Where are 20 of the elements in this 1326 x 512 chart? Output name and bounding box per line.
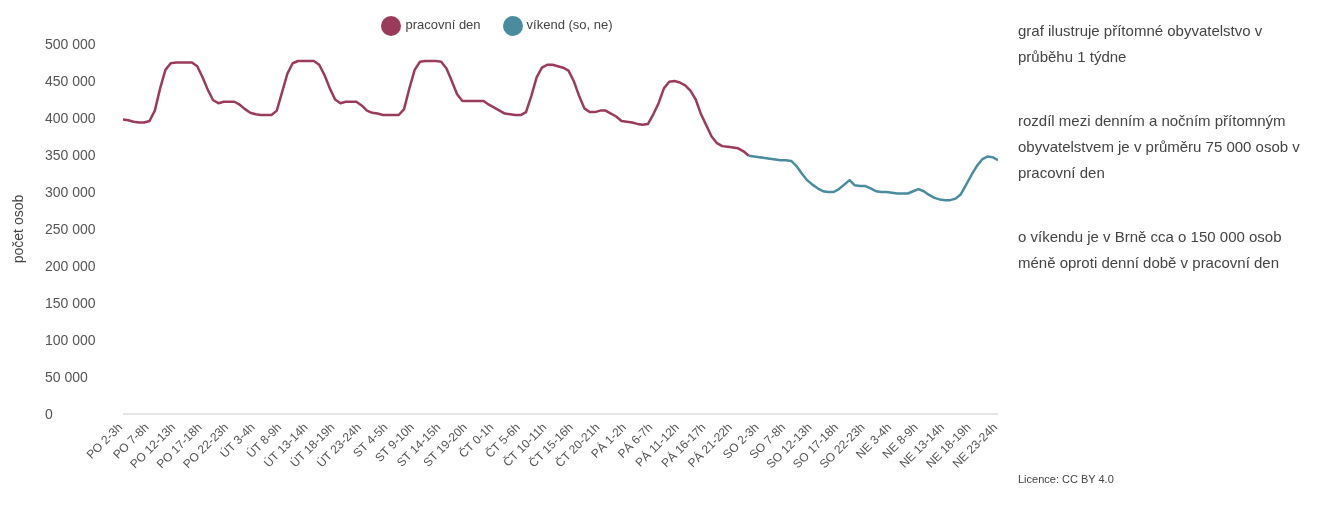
text: Licence: CC BY 4.0 <box>1018 473 1114 485</box>
line-series <box>747 154 998 202</box>
y-tick-label: 350 000 <box>45 146 96 163</box>
legend-label: pracovní den <box>405 17 481 33</box>
legend-label: víkend (so, ne) <box>526 17 613 33</box>
y-tick-label: 250 000 <box>45 220 96 237</box>
y-tick-label: 0 <box>45 405 53 422</box>
text: graf ilustruje přítomné obyvatelstvo v průběhu 1 týdne <box>1018 21 1264 67</box>
y-tick-label: 50 000 <box>45 368 89 385</box>
y-tick-label: 150 000 <box>45 294 96 311</box>
y-tick-label: 200 000 <box>45 257 96 274</box>
y-tick-label: 300 000 <box>45 183 96 200</box>
text: rozdíl mezi denním a nočním přítomným obyvatelstvem je v průměru 75 000 osob v pracovní den <box>1018 111 1301 183</box>
y-axis-title: počet osob <box>9 194 26 264</box>
line-series <box>123 59 751 157</box>
y-tick-label: 100 000 <box>45 331 96 348</box>
text: o víkendu je v Brně cca o 150 000 osob méně oproti denní době v pracovní den <box>1018 227 1283 273</box>
y-tick-label: 450 000 <box>45 72 96 89</box>
y-tick-label: 400 000 <box>45 109 96 126</box>
y-tick-label: 500 000 <box>45 35 96 52</box>
